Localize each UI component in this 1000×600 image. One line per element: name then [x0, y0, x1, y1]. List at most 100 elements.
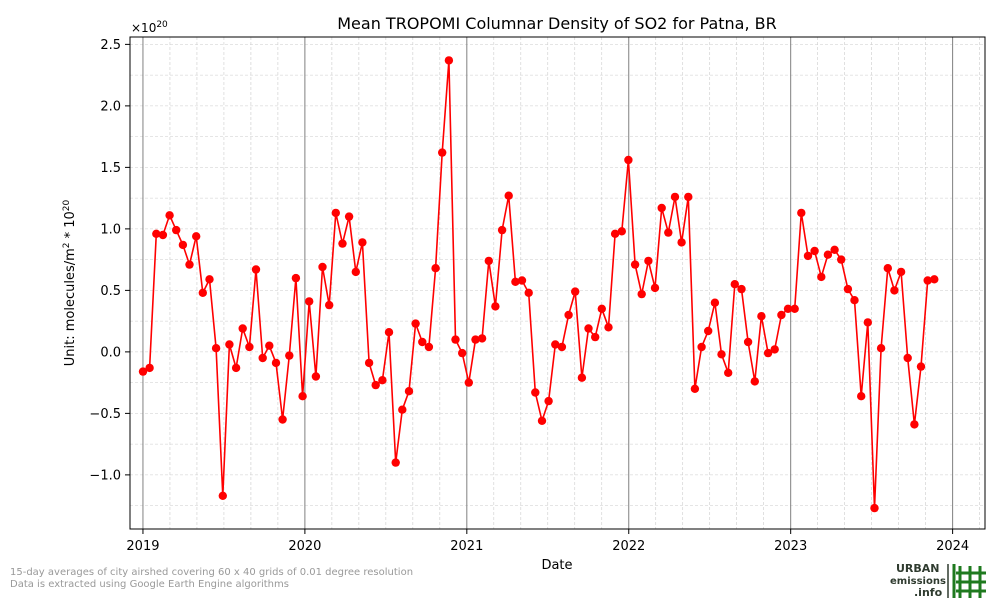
data-point [444, 56, 454, 65]
data-point [305, 297, 314, 306]
data-point [750, 377, 759, 386]
data-point [817, 272, 826, 282]
footnote-line-2: Data is extracted using Google Earth Eng… [10, 579, 289, 590]
y-tick-label: 1.5 [100, 161, 121, 176]
data-point [577, 373, 587, 382]
data-point [537, 416, 547, 425]
data-point [637, 289, 646, 299]
data-point [757, 312, 766, 321]
data-point [737, 284, 746, 294]
data-point [684, 192, 693, 202]
data-point [238, 324, 247, 333]
data-point [850, 296, 859, 305]
data-point [278, 415, 287, 424]
data-point [398, 405, 407, 414]
data-point [697, 342, 706, 352]
data-point [797, 208, 806, 218]
year-divider-lines [142, 37, 954, 529]
data-point [331, 208, 340, 218]
data-point [391, 458, 400, 467]
data-point [591, 332, 600, 342]
data-point [205, 275, 214, 284]
grid-lines [130, 37, 985, 529]
y-tick-label: 2.0 [100, 99, 121, 114]
data-point [790, 304, 799, 313]
x-tick-label: 2021 [450, 539, 483, 554]
data-point [896, 267, 906, 277]
data-point [743, 337, 753, 347]
x-tick-label: 2022 [612, 539, 645, 554]
data-point [657, 203, 666, 213]
data-point [584, 324, 593, 333]
data-point [783, 304, 793, 313]
data-point [524, 288, 533, 297]
data-point [823, 250, 833, 259]
data-point [717, 350, 726, 359]
data-point [571, 287, 580, 296]
data-point [883, 264, 892, 273]
x-axis-label: Date [541, 558, 572, 573]
data-point [251, 265, 261, 274]
data-point [218, 491, 227, 500]
data-point [830, 245, 839, 254]
data-point [564, 310, 573, 320]
data-point [770, 345, 779, 354]
data-point [863, 318, 872, 327]
y-multiplier-exponent: 20 [156, 20, 168, 30]
data-point [610, 229, 620, 238]
data-point [198, 288, 207, 297]
data-point [670, 192, 680, 202]
data-point [517, 276, 527, 285]
data-point [903, 353, 912, 363]
data-point [544, 396, 553, 406]
x-tick-label: 2020 [288, 539, 321, 554]
data-point [690, 384, 700, 393]
data-point [145, 363, 154, 373]
data-point [225, 340, 234, 349]
data-point [165, 211, 174, 220]
y-multiplier-label: ×1020 [131, 20, 168, 35]
data-point [730, 280, 739, 289]
data-point [724, 368, 733, 377]
y-tick-label: −0.5 [89, 407, 121, 422]
data-point [285, 351, 294, 360]
data-point [664, 228, 673, 237]
data-point [458, 348, 467, 358]
data-point [265, 341, 274, 350]
data-point [477, 334, 487, 343]
data-point [551, 340, 560, 349]
data-point [338, 239, 347, 248]
footnote-line-1: 15-day averages of city airshed covering… [10, 567, 414, 578]
data-point [870, 503, 879, 513]
data-point [231, 363, 241, 373]
data-point [418, 337, 427, 347]
data-point [763, 348, 773, 358]
data-point [404, 387, 414, 396]
y-tick-label: 0.0 [100, 345, 121, 360]
data-point [604, 323, 613, 332]
data-point [484, 256, 493, 266]
y-axis-ticks: −1.0 −0.5 0.0 0.5 1.0 1.5 2.0 2.5 [89, 38, 130, 483]
data-point [617, 227, 626, 236]
data-point [630, 260, 640, 269]
data-point [271, 358, 281, 368]
data-point [344, 212, 354, 221]
data-point [364, 358, 374, 368]
data-point [511, 277, 520, 286]
x-tick-label: 2024 [936, 539, 969, 554]
data-point [837, 255, 846, 264]
data-point [810, 246, 819, 256]
y-axis-label: Unit: molecules/m2 * 1020 [62, 199, 78, 366]
data-point [411, 319, 420, 328]
data-point [138, 367, 148, 376]
x-tick-label: 2023 [774, 539, 807, 554]
y-tick-label: 0.5 [100, 284, 121, 299]
data-point [298, 392, 307, 401]
data-point [890, 286, 899, 295]
data-point [677, 238, 686, 247]
logo-word-info: .info [914, 586, 943, 599]
data-point [471, 335, 480, 344]
data-point [650, 283, 660, 293]
data-point [424, 342, 434, 352]
